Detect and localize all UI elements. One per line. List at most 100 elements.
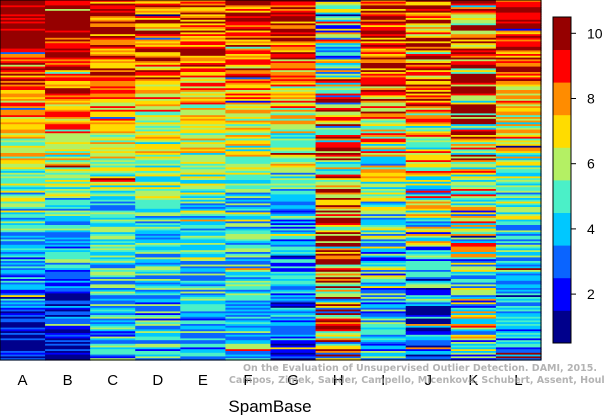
heatmap-cell [270,149,317,152]
heatmap-cell [90,86,136,89]
heatmap-cell [315,268,362,271]
heatmap-cell [315,210,362,213]
heatmap-cell [0,145,46,149]
heatmap-cell [315,226,362,230]
heatmap-cell [360,52,407,55]
heatmap-cell [180,154,227,158]
heatmap-cell [225,235,272,239]
heatmap-cell [360,156,407,159]
heatmap-cell [135,178,181,181]
heatmap-cell [315,199,362,203]
heatmap-cell [90,106,136,109]
heatmap-cell [450,248,497,251]
heatmap-cell [90,318,136,321]
heatmap-cell [45,309,91,312]
heatmap-cell [45,297,91,300]
heatmap-cell [270,248,317,251]
heatmap-cell [270,210,317,213]
heatmap-cell [225,345,272,348]
heatmap-cell [225,309,272,312]
heatmap-cell [360,118,407,122]
heatmap-cell [225,176,272,179]
heatmap-cell [315,63,362,66]
heatmap-cell [315,66,362,69]
heatmap-cell [405,239,452,242]
heatmap-cell [360,336,407,339]
heatmap-cell [90,88,136,91]
heatmap-cell [270,216,317,219]
heatmap-cell [0,345,46,348]
heatmap-cell [225,244,272,248]
heatmap-cell [0,212,46,215]
heatmap-cell [450,324,497,327]
heatmap-cell [0,163,46,167]
heatmap-cell [495,61,542,64]
heatmap-cell [360,333,407,336]
heatmap-cell [495,5,542,8]
heatmap-cell [90,104,136,107]
heatmap-cell [405,270,452,273]
heatmap-cell [270,252,317,255]
heatmap-cell [180,333,227,336]
heatmap-cell [135,52,181,55]
heatmap-cell [405,48,452,51]
heatmap-cell [315,252,362,255]
heatmap-cell [90,266,136,269]
heatmap-cell [45,162,91,165]
heatmap-cell [45,12,91,15]
heatmap-cell [90,214,136,217]
heatmap-cell [450,135,497,138]
heatmap-cell [360,232,407,235]
heatmap-cell [270,273,317,276]
heatmap-cell [360,79,407,82]
heatmap-cell [495,347,542,350]
heatmap-cell [360,34,407,37]
heatmap-cell [135,54,181,57]
heatmap-cell [0,201,46,204]
heatmap-cell [315,151,362,154]
heatmap-cell [270,203,317,206]
heatmap-cell [180,235,227,239]
colorbar-segment [553,212,571,246]
heatmap-cell [495,28,542,32]
heatmap-cell [495,234,542,237]
heatmap-cell [90,90,136,93]
heatmap-cell [45,88,91,91]
heatmap-cell [270,205,317,208]
heatmap-cell [180,19,227,23]
heatmap-cell [315,239,362,242]
heatmap-cell [180,356,227,359]
heatmap-cell [225,21,272,24]
column-label: K [468,372,478,389]
heatmap-cell [0,268,46,271]
heatmap-cell [180,82,227,86]
heatmap-cell [270,145,317,149]
heatmap-cell [0,198,46,201]
column-label: I [381,372,385,389]
heatmap-cell [270,232,317,235]
heatmap-cell [360,286,407,289]
heatmap-cell [450,9,497,12]
heatmap-cell [405,181,452,185]
heatmap-cell [495,309,542,312]
heatmap-cell [0,147,46,150]
heatmap-cell [135,72,181,75]
heatmap-cell [360,331,407,334]
heatmap-cell [45,298,91,302]
heatmap-cell [315,246,362,249]
x-axis-label: SpamBase [228,397,311,415]
heatmap-cell [0,142,46,145]
heatmap-cell [90,343,136,347]
heatmap-cell [495,14,542,17]
heatmap-cell [0,205,46,208]
heatmap-cell [450,70,497,73]
heatmap-cell [270,298,317,302]
heatmap-cell [270,250,317,253]
heatmap-cell [180,318,227,321]
heatmap-cell [90,334,136,338]
heatmap-cell [45,338,91,341]
heatmap-cell [495,165,542,168]
heatmap-cell [180,180,227,183]
heatmap-cell [315,16,362,19]
heatmap-cell [90,174,136,177]
